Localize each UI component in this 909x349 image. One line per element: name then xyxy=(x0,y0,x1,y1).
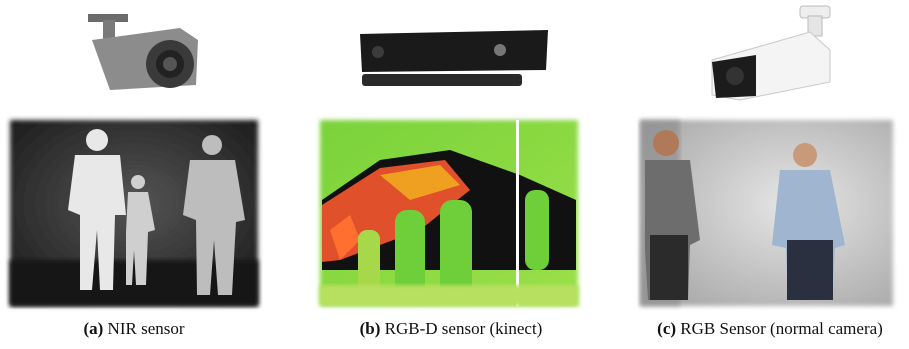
nir-camera-icon xyxy=(88,14,198,90)
depth-image xyxy=(320,120,578,306)
kinect-icon xyxy=(360,30,548,86)
panel-caption: RGB Sensor (normal camera) xyxy=(680,319,883,338)
panel-label: (a) xyxy=(83,319,103,338)
nir-image xyxy=(10,120,258,306)
rgb-image xyxy=(640,120,893,306)
panel-label: (b) xyxy=(360,319,381,338)
figure: (a) NIR sensor (b) RGB-D sensor (kinect)… xyxy=(0,0,909,349)
panel-caption: NIR sensor xyxy=(108,319,185,338)
panel-label: (c) xyxy=(657,319,676,338)
rgb-camera-icon xyxy=(712,6,830,100)
caption-c: (c) RGB Sensor (normal camera) xyxy=(657,319,883,338)
panel-caption: RGB-D sensor (kinect) xyxy=(385,319,543,338)
caption-a: (a) NIR sensor xyxy=(83,319,184,338)
caption-b: (b) RGB-D sensor (kinect) xyxy=(360,319,543,338)
page: (a) NIR sensor (b) RGB-D sensor (kinect)… xyxy=(0,0,909,349)
